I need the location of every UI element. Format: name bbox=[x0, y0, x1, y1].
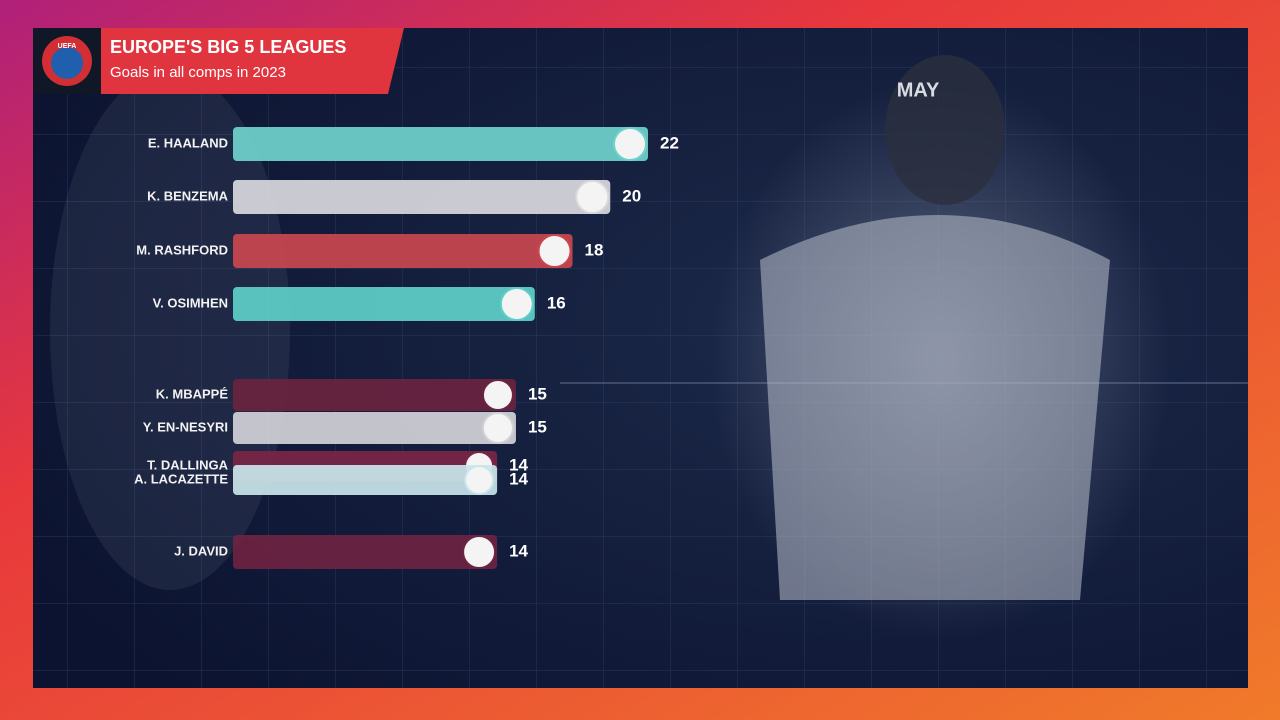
club-badge bbox=[462, 535, 497, 569]
bar bbox=[233, 412, 516, 444]
value-label: 15 bbox=[528, 384, 547, 403]
bar bbox=[233, 127, 648, 161]
value-label: 15 bbox=[528, 417, 547, 436]
chart-subtitle: Goals in all comps in 2023 bbox=[110, 64, 286, 81]
bar-label: E. HAALAND bbox=[148, 135, 228, 150]
club-badge bbox=[575, 180, 610, 214]
bar-label: V. OSIMHEN bbox=[153, 295, 228, 310]
bars: E. HAALAND 22 K. BENZEMA 20 M. RASHFORD 18 V. … bbox=[134, 127, 679, 569]
title-banner bbox=[101, 28, 404, 94]
value-label: 14 bbox=[509, 541, 528, 560]
value-label: 14 bbox=[509, 455, 528, 474]
logo-text: UEFA bbox=[58, 43, 77, 50]
bar-label: K. MBAPPÉ bbox=[156, 386, 229, 401]
club-badge bbox=[481, 379, 514, 411]
bar bbox=[233, 535, 498, 569]
player-image-left bbox=[50, 70, 290, 590]
club-badge bbox=[481, 412, 514, 444]
player-body bbox=[760, 215, 1110, 600]
value-label: 18 bbox=[585, 240, 604, 259]
logo-ball bbox=[51, 47, 83, 79]
bar bbox=[233, 180, 611, 214]
club-badge bbox=[499, 287, 534, 321]
bar-label: M. RASHFORD bbox=[136, 242, 228, 257]
chart-title: EUROPE'S BIG 5 LEAGUES bbox=[110, 37, 346, 57]
period-label: MAY bbox=[897, 79, 940, 101]
bar bbox=[233, 234, 573, 268]
value-label: 14 bbox=[509, 469, 528, 488]
value-label: 20 bbox=[622, 186, 641, 205]
bar-label: A. LACAZETTE bbox=[134, 471, 228, 486]
club-badge bbox=[613, 127, 647, 161]
bar-label: K. BENZEMA bbox=[147, 188, 229, 203]
bar bbox=[233, 465, 498, 495]
bar-label: Y. EN-NESYRI bbox=[143, 419, 228, 434]
club-badge bbox=[464, 465, 495, 495]
bar bbox=[233, 379, 516, 411]
value-label: 22 bbox=[660, 133, 679, 152]
value-label: 16 bbox=[547, 293, 566, 312]
player-head bbox=[885, 55, 1005, 205]
bar-label: J. DAVID bbox=[174, 543, 228, 558]
bar bbox=[233, 287, 535, 321]
bar-label: T. DALLINGA bbox=[147, 457, 228, 472]
club-badge bbox=[537, 234, 572, 268]
